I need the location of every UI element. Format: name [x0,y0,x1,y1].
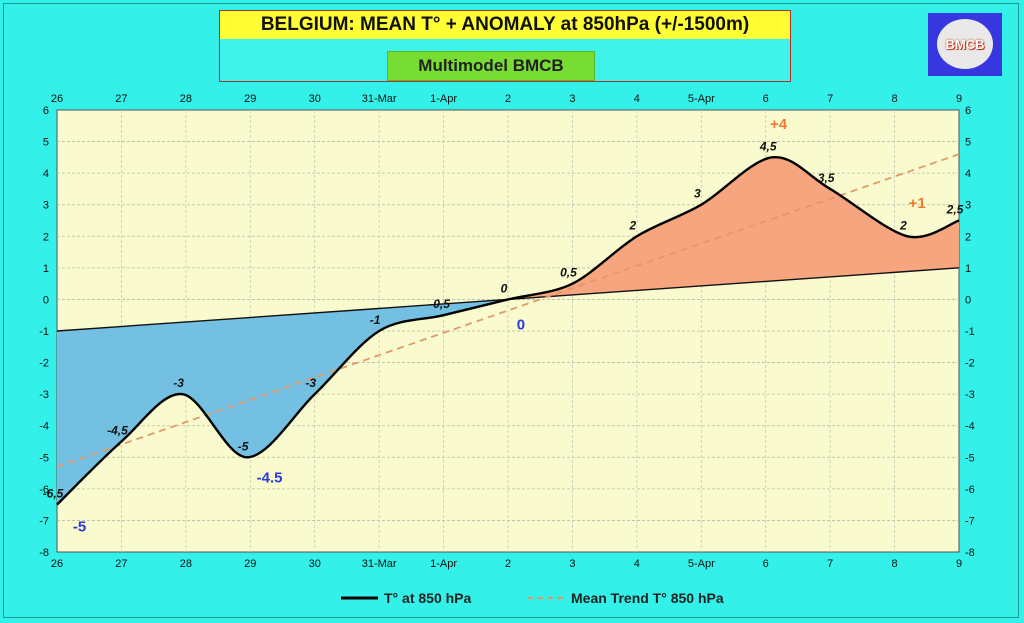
y-tick-right: 0 [965,294,971,306]
cold-anomaly-area [57,267,959,505]
y-tick-right: 2 [965,231,971,243]
y-tick-right: -3 [965,389,975,401]
y-tick-left: -2 [39,358,49,370]
y-tick-right: -4 [965,421,975,433]
x-tick-top: 5-Apr [688,93,715,105]
x-tick-bottom: 28 [180,558,192,570]
data-label: -4,5 [107,424,128,438]
temperature-line [56,156,960,506]
y-tick-left: 5 [43,137,49,149]
x-tick-bottom: 27 [115,558,127,570]
data-label: 3 [694,187,701,201]
anomaly-annotation: +4 [770,116,788,133]
data-label: 2,5 [946,203,964,217]
y-tick-left: 2 [43,231,49,243]
data-label: -0,5 [429,297,450,311]
x-tick-top: 28 [180,93,192,105]
x-tick-top: 9 [956,93,962,105]
data-label: -6,5 [43,487,64,501]
anomaly-annotation: 0 [517,316,525,333]
x-tick-top: 3 [569,93,575,105]
title-box: BELGIUM: MEAN T° + ANOMALY at 850hPa (+/… [219,10,791,82]
x-tick-bottom: 30 [309,558,321,570]
y-tick-left: 4 [43,168,49,180]
y-tick-left: 6 [43,105,49,117]
warm-anomaly-area [57,157,959,331]
data-label: -1 [370,313,381,327]
y-tick-right: -6 [965,484,975,496]
y-tick-left: 3 [43,200,49,212]
logo-text: BMCB [945,37,985,52]
data-label: 2 [629,218,637,232]
y-tick-right: -1 [965,326,975,338]
x-tick-bottom: 7 [827,558,833,570]
y-tick-left: -4 [39,421,49,433]
x-tick-bottom: 9 [956,558,962,570]
y-tick-left: -7 [39,515,49,527]
x-tick-bottom: 1-Apr [430,558,457,570]
x-tick-top: 27 [115,93,127,105]
anomaly-annotation: -5 [73,518,86,535]
y-tick-left: 1 [43,263,49,275]
y-tick-right: -7 [965,515,975,527]
data-label: 0 [501,281,508,295]
x-tick-bottom: 29 [244,558,256,570]
data-label: 2 [899,218,907,232]
x-tick-bottom: 6 [763,558,769,570]
y-tick-right: 6 [965,105,971,117]
y-tick-left: 0 [43,294,49,306]
x-tick-bottom: 31-Mar [362,558,397,570]
mean-trend-line [56,153,960,468]
chart-title: BELGIUM: MEAN T° + ANOMALY at 850hPa (+/… [220,11,790,39]
x-tick-bottom: 8 [892,558,898,570]
x-tick-top: 29 [244,93,256,105]
y-tick-right: 4 [965,168,971,180]
legend-trend-label: Mean Trend T° 850 hPa [571,590,724,606]
y-tick-right: -8 [965,547,975,559]
data-label: -3 [305,376,316,390]
y-tick-right: -5 [965,452,975,464]
y-tick-right: -2 [965,358,975,370]
y-tick-left: -3 [39,389,49,401]
x-tick-top: 1-Apr [430,93,457,105]
y-tick-left: -6 [39,484,49,496]
x-tick-top: 2 [505,93,511,105]
x-tick-top: 4 [634,93,640,105]
x-tick-top: 8 [892,93,898,105]
bmcb-logo: BMCB [928,13,1002,76]
x-tick-bottom: 2 [505,558,511,570]
y-tick-right: 1 [965,263,971,275]
y-tick-left: -5 [39,452,49,464]
logo-emblem: BMCB [937,19,993,69]
y-tick-left: -8 [39,547,49,559]
chart-frame [3,3,1019,618]
chart-subtitle: Multimodel BMCB [387,51,595,81]
y-tick-right: 5 [965,137,971,149]
x-tick-top: 6 [763,93,769,105]
anomaly-annotation: +1 [909,195,926,212]
x-tick-top: 26 [51,93,63,105]
y-tick-left: -1 [39,326,49,338]
x-tick-bottom: 4 [634,558,640,570]
data-label: 4,5 [759,139,777,153]
x-tick-top: 7 [827,93,833,105]
data-label: -5 [238,439,249,453]
x-tick-bottom: 3 [569,558,575,570]
data-label: -3 [173,376,184,390]
y-tick-right: 3 [965,200,971,212]
anomaly-annotation: -4.5 [257,470,283,487]
x-tick-top: 30 [309,93,321,105]
x-tick-top: 31-Mar [362,93,397,105]
x-tick-bottom: 5-Apr [688,558,715,570]
x-tick-bottom: 26 [51,558,63,570]
legend-temp-label: T° at 850 hPa [384,590,472,606]
data-label: 3,5 [818,171,835,185]
data-label: 0,5 [560,266,577,280]
